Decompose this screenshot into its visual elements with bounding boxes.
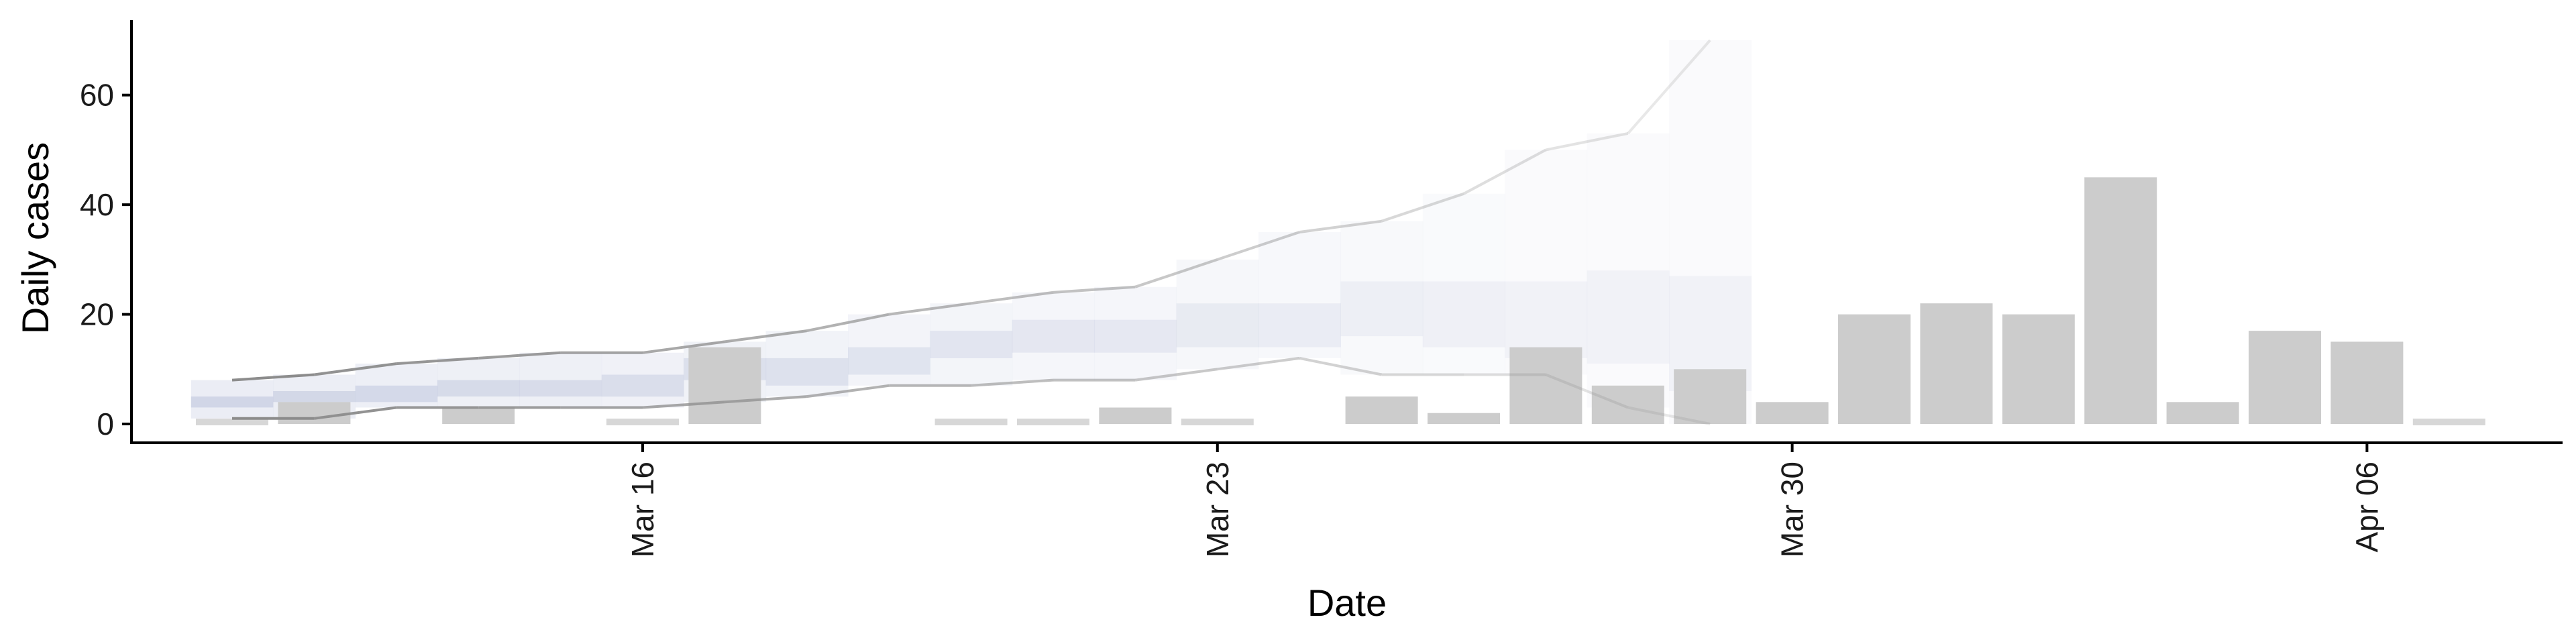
x-tick-label: Mar 16 — [625, 462, 660, 557]
estimate-inner-band — [1505, 281, 1588, 358]
case-bar — [1345, 396, 1418, 424]
estimate-outer-band — [765, 331, 849, 397]
estimate-outer-band — [1669, 40, 1752, 424]
estimate-bound-lines — [231, 39, 1711, 425]
estimate-inner-band — [601, 374, 684, 397]
estimate-inner-band — [1012, 319, 1095, 353]
estimate-outer-band — [1258, 232, 1341, 358]
x-tick-label: Mar 23 — [1200, 462, 1235, 557]
case-bar — [1756, 402, 1829, 424]
lower-bound-line — [642, 400, 725, 409]
estimate-inner-band — [1422, 281, 1505, 347]
upper-bound-line — [1546, 131, 1629, 152]
case-bar — [2412, 419, 2485, 425]
case-bar — [196, 419, 268, 425]
case-bar — [2330, 341, 2404, 424]
upper-bound-line — [806, 313, 890, 333]
estimate-inner-band — [273, 391, 356, 402]
upper-bound-line — [231, 373, 315, 382]
estimate-inner-band — [848, 347, 930, 375]
estimate-inner-band — [191, 396, 274, 408]
upper-bound-line — [724, 329, 808, 343]
case-bar — [278, 402, 351, 424]
estimate-outer-band — [1587, 133, 1670, 408]
estimate-inner-band — [930, 331, 1013, 358]
upper-bound-line — [1381, 192, 1464, 223]
estimate-outer-band — [1505, 150, 1588, 375]
case-bar — [1181, 419, 1254, 425]
lower-bound-line — [724, 395, 807, 404]
estimate-outer-band — [601, 352, 684, 408]
case-bar — [934, 419, 1008, 425]
lower-bound-line — [1217, 356, 1300, 371]
estimate-outer-band — [1094, 286, 1177, 380]
x-axis-title: Date — [1307, 582, 1387, 624]
y-tick-label: 60 — [80, 78, 114, 113]
upper-bound-line — [1053, 285, 1136, 294]
lower-bound-line — [806, 384, 890, 398]
estimate-inner-band — [765, 358, 849, 386]
lower-bound-line — [971, 378, 1054, 387]
y-tick-label: 20 — [80, 297, 114, 332]
estimate-inner-band — [437, 380, 520, 397]
axes — [130, 20, 2563, 444]
estimate-outer-band — [1422, 193, 1505, 375]
case-bar — [2084, 177, 2157, 424]
estimate-bands — [191, 40, 1752, 424]
case-bar — [606, 419, 679, 425]
case-bar — [1017, 419, 1089, 425]
estimate-outer-band — [437, 358, 520, 408]
estimate-inner-band — [355, 385, 438, 402]
case-bar — [1674, 369, 1747, 424]
estimate-inner-band — [1176, 303, 1259, 347]
x-axis-ticks: Mar 16 Mar 23 Mar 30 Apr 06 — [625, 443, 2384, 557]
y-tick-label: 0 — [97, 407, 114, 441]
y-tick-label: 40 — [80, 187, 114, 222]
upper-bound-line — [314, 362, 397, 376]
lower-bound-line — [1299, 356, 1382, 376]
case-bar — [2166, 402, 2239, 424]
upper-bound-line — [396, 356, 479, 366]
estimate-outer-band — [519, 352, 602, 408]
estimate-outer-band — [1340, 221, 1424, 375]
case-bar — [1838, 314, 1911, 424]
case-bar — [2249, 331, 2321, 424]
upper-bound-line — [888, 302, 971, 316]
upper-bound-line — [478, 351, 561, 360]
case-bar — [442, 407, 515, 424]
upper-bound-line — [642, 340, 725, 354]
estimate-inner-band — [1340, 281, 1424, 337]
upper-bound-line — [1217, 231, 1300, 261]
estimate-outer-band — [848, 314, 930, 386]
y-axis-ticks: 0 20 40 60 — [80, 78, 131, 441]
case-bar — [1591, 385, 1664, 424]
case-bars — [196, 177, 2485, 425]
lower-bound-line — [1135, 368, 1218, 382]
estimate-outer-band — [930, 303, 1013, 386]
estimate-inner-band — [1094, 319, 1177, 353]
estimate-inner-band — [1587, 270, 1670, 364]
upper-bound-line — [971, 290, 1054, 305]
lower-bound-line — [1545, 373, 1629, 409]
case-bar — [1428, 413, 1500, 424]
lower-bound-line — [314, 406, 397, 420]
case-bar — [1509, 347, 1582, 424]
y-axis-title: Daily cases — [14, 142, 56, 334]
estimate-outer-band — [1176, 259, 1259, 370]
x-tick-label: Apr 06 — [2349, 462, 2384, 553]
x-tick-label: Mar 30 — [1775, 462, 1810, 557]
lower-bound-line — [1627, 406, 1711, 425]
estimate-outer-band — [1012, 292, 1095, 380]
estimate-inner-band — [519, 380, 602, 397]
estimate-inner-band — [1258, 303, 1341, 347]
case-bar — [1920, 303, 1993, 424]
upper-bound-line — [1463, 148, 1547, 195]
case-bar — [1099, 407, 1172, 424]
upper-bound-line — [1134, 258, 1218, 288]
upper-bound-line — [1299, 219, 1382, 233]
case-bar — [2002, 314, 2075, 424]
case-bar — [688, 347, 761, 424]
upper-bound-line — [1627, 39, 1711, 135]
